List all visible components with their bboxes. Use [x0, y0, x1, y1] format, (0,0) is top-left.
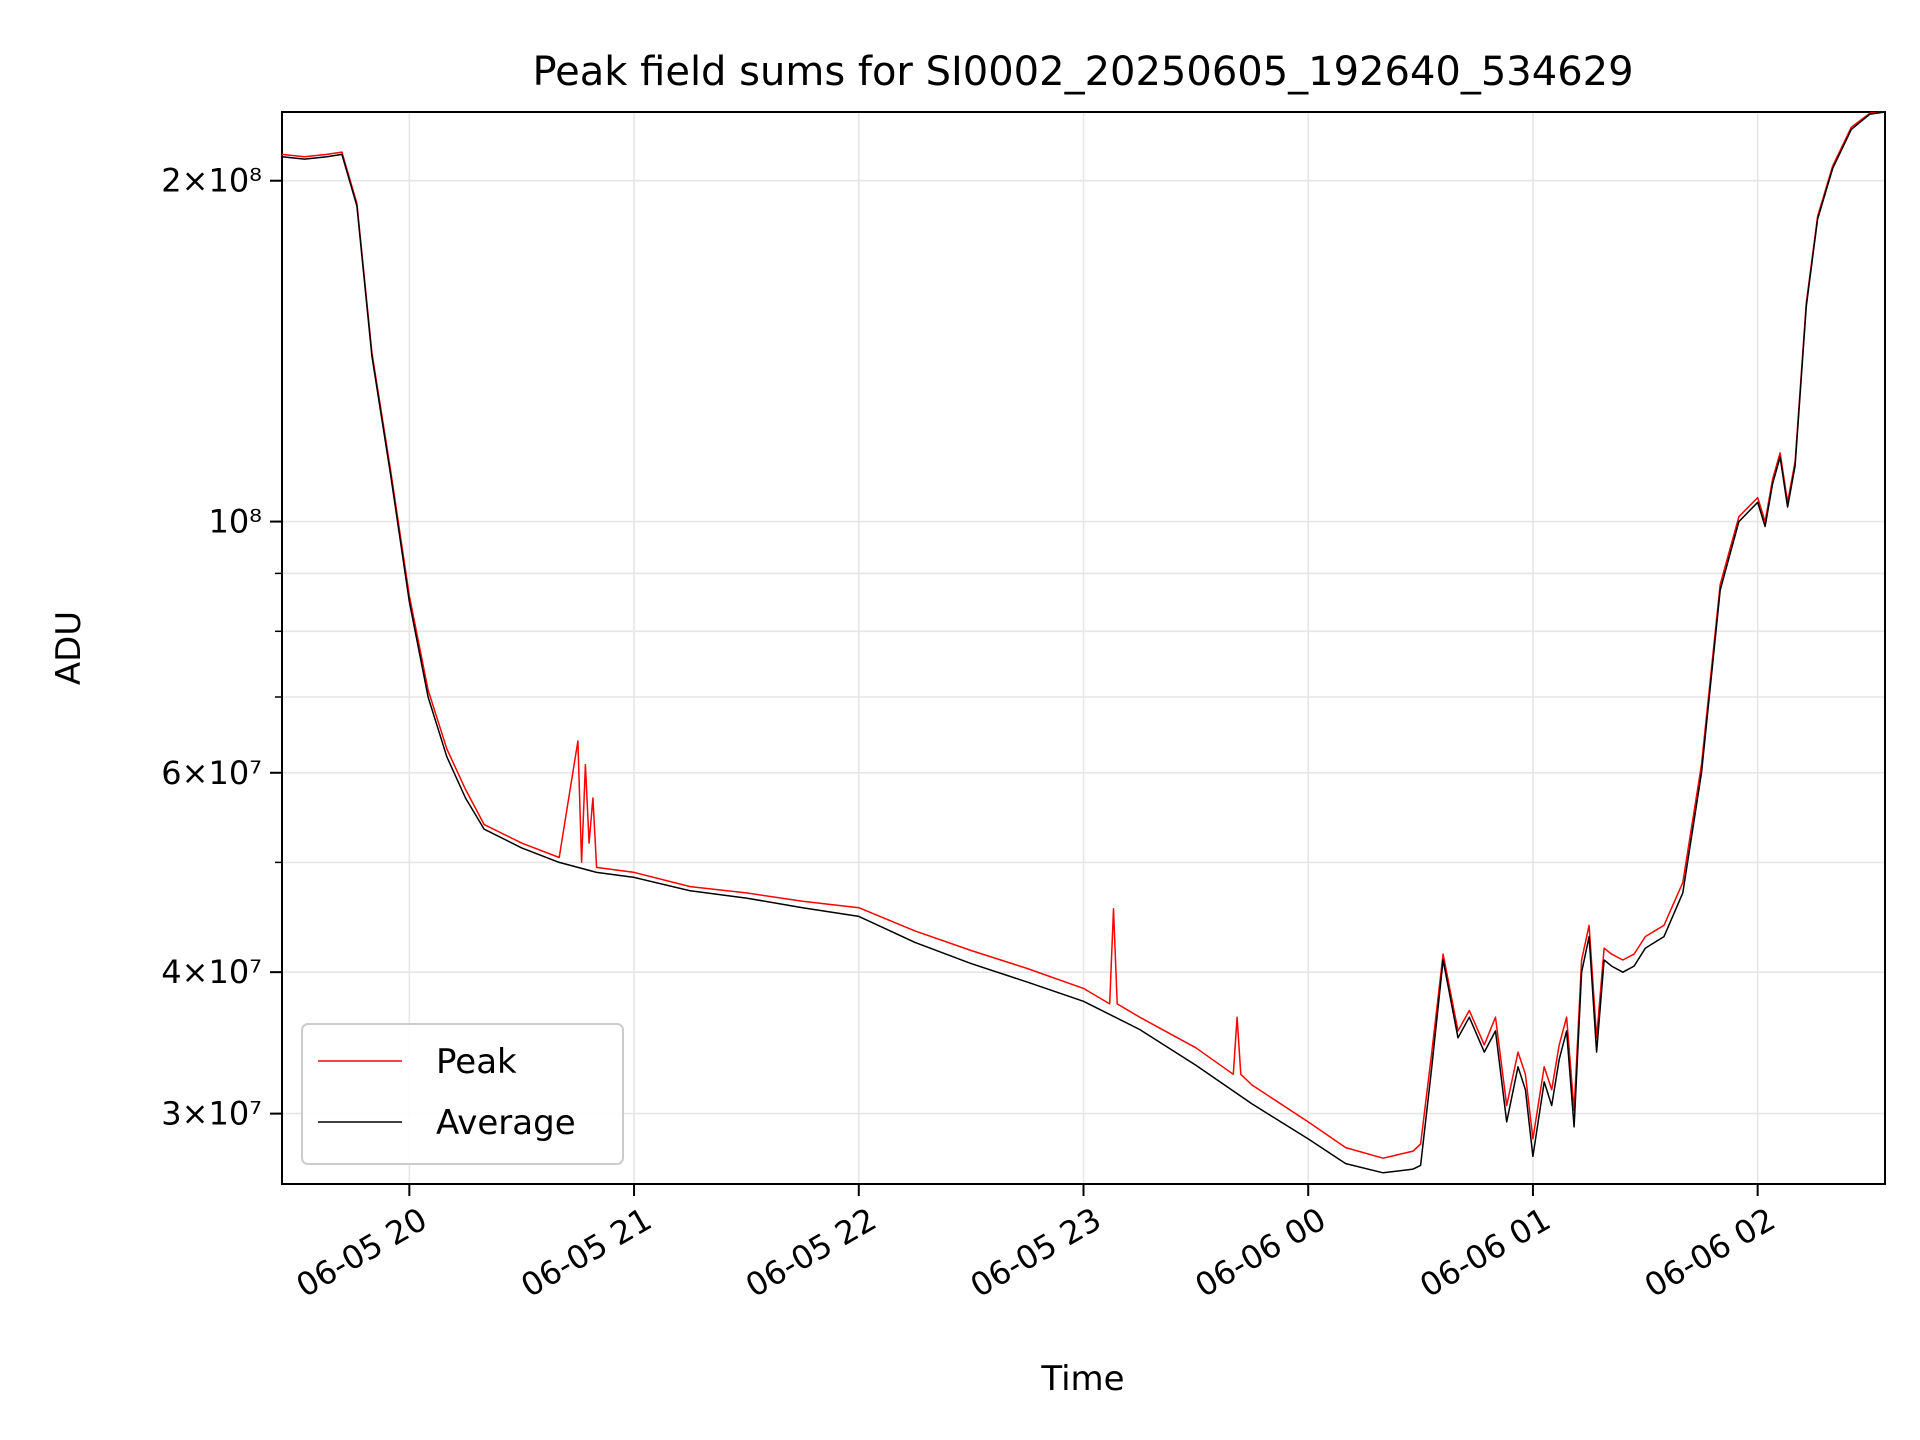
- y-tick-label: 6×10⁷: [161, 754, 262, 792]
- series-line-peak: [281, 111, 1886, 1159]
- grid: [282, 112, 1885, 1184]
- x-axis-label: Time: [1040, 1359, 1124, 1399]
- y-axis: 3×10⁷ 4×10⁷ 6×10⁷ 10⁸ 2×10⁸: [161, 162, 282, 1133]
- chart-title: Peak field sums for SI0002_20250605_1926…: [532, 49, 1633, 95]
- legend: Peak Average: [301, 1023, 624, 1165]
- y-axis-label: ADU: [49, 611, 89, 685]
- series-layer: [281, 111, 1886, 1174]
- y-tick-label: 10⁸: [208, 503, 262, 541]
- legend-label-peak: Peak: [436, 1042, 517, 1082]
- legend-box: [301, 1023, 624, 1165]
- y-tick-label: 2×10⁸: [161, 162, 262, 200]
- series-line-average: [281, 111, 1886, 1174]
- legend-label-average: Average: [436, 1103, 576, 1143]
- y-tick-label: 3×10⁷: [161, 1095, 262, 1133]
- y-tick-label: 4×10⁷: [161, 953, 262, 991]
